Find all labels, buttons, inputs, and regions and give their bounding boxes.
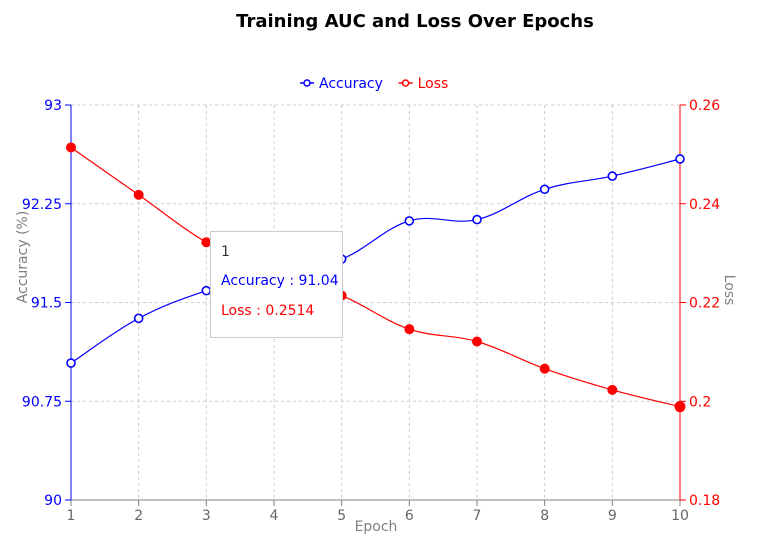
tooltip: 1 Accuracy : 91.04 Loss : 0.2514 (210, 231, 343, 338)
x-tick-label: 6 (405, 508, 414, 524)
x-tick-label: 3 (202, 508, 211, 524)
legend-marker-loss (401, 79, 410, 87)
x-tick-label: 8 (540, 508, 549, 524)
point-loss (472, 336, 482, 347)
x-tick-label: 9 (608, 508, 617, 524)
x-tick-label: 5 (337, 508, 346, 524)
right-tick-label: 0.26 (689, 98, 720, 114)
point-loss (607, 384, 618, 395)
left-axis-label: Accuracy (%) (15, 211, 31, 304)
point-loss (66, 142, 76, 153)
point-accuracy (539, 184, 550, 195)
series-line-accuracy (70, 158, 681, 364)
tooltip-accuracy-name: Accuracy (221, 273, 285, 289)
x-tick-label: 1 (67, 508, 76, 524)
right-axis-label: Loss (721, 275, 737, 306)
point-accuracy (66, 358, 76, 368)
axes: 1 2 3 4 5 6 7 8 9 10 90 90.75 91.5 92.25 93 0.18 0.2 0.22… (22, 98, 720, 524)
point-accuracy (133, 313, 144, 324)
right-tick-label: 0.22 (689, 296, 720, 312)
tooltip-row-accuracy: Accuracy : 91.04 (221, 273, 339, 289)
point-loss (539, 363, 550, 374)
point-accuracy (675, 154, 685, 164)
legend-label-accuracy: Accuracy (319, 76, 383, 92)
tooltip-accuracy-value: 91.04 (298, 273, 339, 289)
tooltip-row-loss: Loss : 0.2514 (221, 303, 315, 319)
legend-label-loss: Loss (418, 76, 449, 92)
tooltip-loss-value: 0.2514 (265, 303, 315, 319)
x-tick-label: 7 (473, 508, 482, 524)
point-loss (674, 401, 686, 413)
point-loss (133, 189, 144, 200)
series-layer (66, 142, 686, 413)
point-loss (404, 324, 415, 335)
point-accuracy (472, 214, 482, 225)
left-tick-label: 91.5 (31, 296, 62, 312)
legend-marker-accuracy (303, 79, 311, 87)
left-tick-label: 90.75 (22, 394, 62, 410)
chart-title: Training AUC and Loss Over Epochs (236, 11, 594, 32)
right-tick-label: 0.24 (689, 197, 720, 213)
x-tick-label: 2 (134, 508, 143, 524)
point-accuracy (607, 171, 618, 181)
tooltip-loss-name: Loss (221, 303, 252, 319)
series-line-loss (70, 146, 681, 408)
x-axis-label: Epoch (355, 519, 398, 535)
right-tick-label: 0.2 (689, 394, 711, 410)
x-tick-label: 10 (671, 508, 689, 524)
point-accuracy (404, 216, 415, 226)
legend[interactable]: Accuracy Loss (300, 76, 448, 92)
left-tick-label: 93 (44, 98, 62, 114)
right-tick-label: 0.18 (689, 493, 720, 509)
left-tick-label: 90 (44, 493, 62, 509)
tooltip-title: 1 (221, 244, 230, 260)
grid (71, 104, 681, 500)
x-tick-label: 4 (270, 508, 279, 524)
left-tick-label: 92.25 (22, 197, 62, 213)
